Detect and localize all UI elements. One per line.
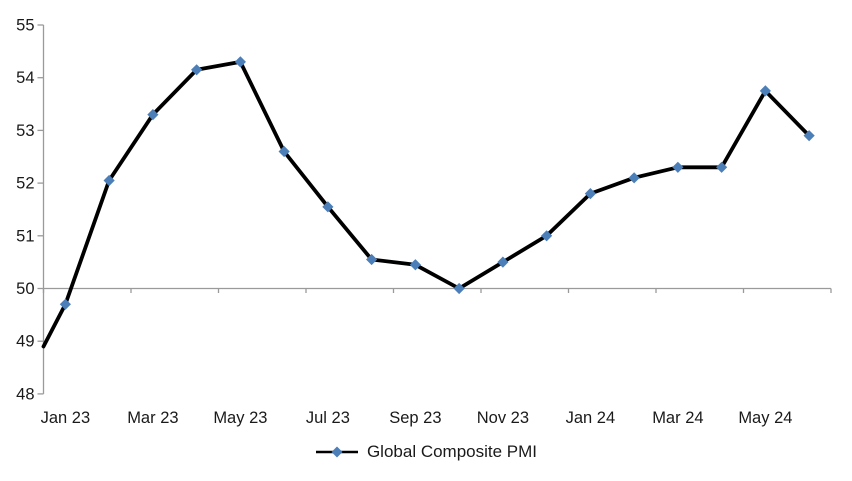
x-tick-label: Mar 24 (652, 409, 703, 427)
y-tick-label: 55 (16, 17, 34, 35)
y-tick-label: 49 (16, 333, 34, 351)
data-point-marker (803, 130, 815, 142)
x-tick-label: Nov 23 (477, 409, 529, 427)
data-point-marker (584, 188, 596, 200)
data-point-marker (453, 282, 465, 295)
data-point-marker (672, 161, 684, 173)
data-point-marker (278, 145, 290, 158)
pmi-line (41, 60, 811, 349)
x-tick-label: Sep 23 (389, 409, 441, 427)
y-tick-label: 52 (16, 175, 34, 193)
x-tick-label: May 23 (213, 409, 267, 427)
x-tick-label: May 24 (738, 409, 792, 427)
data-point-marker (628, 172, 640, 184)
data-point-marker (191, 64, 203, 76)
data-point-marker (59, 298, 71, 310)
data-point-marker (234, 56, 246, 68)
x-tick-label: Jul 23 (306, 409, 350, 427)
x-tick-label: Mar 23 (127, 409, 178, 427)
legend-label: Global Composite PMI (366, 442, 538, 461)
data-point-marker (541, 230, 553, 242)
data-point-marker (409, 259, 421, 271)
data-point-marker (322, 201, 334, 213)
y-tick-label: 51 (16, 227, 34, 245)
data-point-marker (759, 85, 771, 97)
legend-line-marker-icon (315, 446, 358, 458)
data-point-marker (497, 256, 509, 268)
data-point-marker (716, 161, 728, 173)
chart-canvas: 48 49 50 51 52 53 54 55 Jan 23 Mar 23 May 23 Jul 23… (16, 17, 832, 427)
data-point-marker (366, 253, 378, 266)
data-point-marker (147, 108, 159, 121)
legend: Global Composite PMI (0, 442, 852, 462)
y-tick-label: 48 (16, 385, 34, 403)
x-tick-label: Jan 24 (566, 409, 616, 427)
y-tick-label: 50 (16, 280, 34, 298)
y-tick-label: 54 (16, 69, 34, 87)
data-point-marker (103, 174, 115, 187)
y-tick-label: 53 (16, 122, 34, 140)
x-tick-label: Jan 23 (41, 409, 91, 427)
